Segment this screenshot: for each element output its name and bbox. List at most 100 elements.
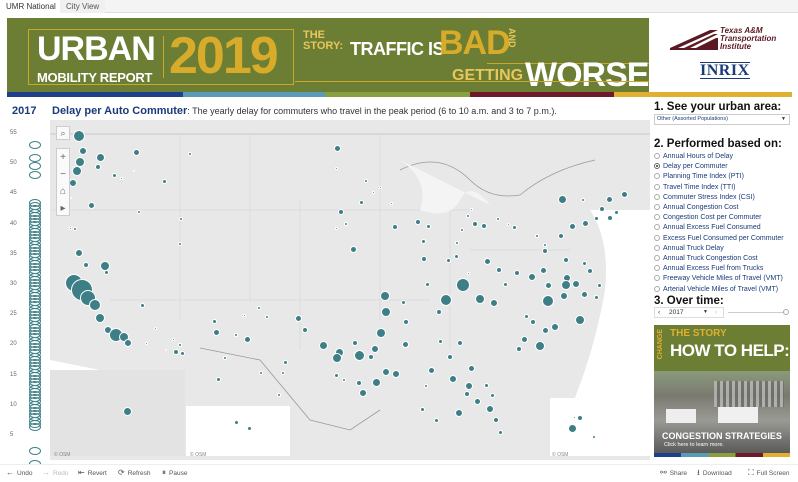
urban-area-marker[interactable] — [457, 340, 463, 346]
urban-area-marker[interactable] — [511, 224, 517, 230]
radio-unselected-icon[interactable] — [654, 193, 660, 200]
urban-area-marker[interactable] — [144, 341, 148, 345]
measure-option[interactable]: Travel Time Index (TTI) — [654, 183, 735, 193]
urban-area-marker[interactable] — [277, 393, 281, 397]
urban-area-marker[interactable] — [516, 346, 522, 352]
tab-umr-national[interactable]: UMR National — [0, 0, 63, 13]
urban-area-marker[interactable] — [338, 209, 344, 215]
pause-button[interactable]: ⏸ Pause — [162, 465, 187, 482]
home-button[interactable]: ⌂ — [59, 186, 67, 197]
next-year-button[interactable]: › — [715, 309, 718, 316]
urban-area-marker[interactable] — [392, 224, 398, 230]
urban-area-marker[interactable] — [496, 217, 500, 221]
urban-area-marker[interactable] — [541, 326, 549, 334]
urban-area-marker[interactable] — [514, 270, 520, 276]
urban-area-marker[interactable] — [233, 419, 239, 425]
urban-area-marker[interactable] — [539, 266, 547, 274]
urban-area-marker[interactable] — [403, 319, 409, 325]
measure-option[interactable]: Freeway Vehicle Miles of Travel (VMT) — [654, 274, 783, 284]
urban-area-marker[interactable] — [415, 219, 421, 225]
redo-button[interactable]: → Redo — [42, 465, 69, 482]
urban-area-marker[interactable] — [333, 372, 339, 378]
urban-area-marker[interactable] — [153, 326, 157, 330]
measure-option[interactable]: Annual Truck Delay — [654, 244, 724, 254]
radio-unselected-icon[interactable] — [654, 204, 660, 210]
urban-area-marker[interactable] — [179, 350, 185, 356]
urban-area-marker[interactable] — [371, 190, 375, 194]
urban-area-marker[interactable] — [73, 130, 85, 142]
urban-area-marker[interactable] — [302, 327, 308, 333]
urban-area-marker[interactable] — [584, 415, 586, 417]
urban-area-marker[interactable] — [535, 341, 545, 351]
urban-area-marker[interactable] — [581, 198, 585, 202]
urban-area-marker[interactable] — [95, 164, 101, 170]
radio-unselected-icon[interactable] — [654, 214, 660, 221]
urban-area-marker[interactable] — [481, 223, 487, 229]
urban-area-marker[interactable] — [122, 406, 132, 416]
measure-option[interactable]: Commuter Stress Index (CSI) — [654, 193, 755, 203]
measure-option[interactable]: Planning Time Index (PTI) — [654, 172, 744, 182]
year-selector[interactable]: ‹ 2017 ▼ › — [654, 307, 724, 318]
urban-area-marker[interactable] — [490, 299, 498, 307]
urban-area-legend-circle[interactable] — [29, 162, 41, 170]
urban-area-marker[interactable] — [466, 214, 470, 218]
pan-mode-button[interactable]: ▸ — [60, 203, 66, 214]
urban-area-marker[interactable] — [400, 299, 406, 305]
urban-area-marker[interactable] — [364, 179, 368, 183]
measure-option[interactable]: Annual Truck Congestion Cost — [654, 254, 758, 264]
urban-area-marker[interactable] — [392, 370, 400, 378]
urban-area-marker[interactable] — [132, 148, 140, 156]
urban-area-marker[interactable] — [599, 206, 605, 212]
urban-area-legend-circle[interactable] — [29, 447, 41, 455]
urban-area-marker[interactable] — [212, 328, 220, 336]
undo-button[interactable]: ← Undo — [6, 465, 33, 482]
urban-area-marker[interactable] — [246, 425, 252, 431]
urban-area-marker[interactable] — [265, 315, 269, 319]
radio-unselected-icon[interactable] — [654, 255, 660, 261]
urban-area-marker[interactable] — [211, 318, 217, 324]
urban-area-marker[interactable] — [587, 268, 593, 274]
urban-area-legend-circle[interactable] — [29, 141, 41, 149]
urban-area-marker[interactable] — [592, 435, 596, 439]
download-button[interactable]: ⭳ Download — [697, 465, 732, 482]
urban-area-marker[interactable] — [424, 281, 430, 287]
urban-area-marker[interactable] — [595, 432, 597, 434]
urban-area-marker[interactable] — [460, 228, 464, 232]
urban-area-marker[interactable] — [87, 201, 95, 209]
urban-area-marker[interactable] — [425, 223, 431, 229]
urban-area-marker[interactable] — [257, 306, 261, 310]
urban-area-marker[interactable] — [465, 382, 473, 390]
urban-area-marker[interactable] — [334, 166, 338, 170]
chevron-down-icon[interactable]: ▼ — [703, 309, 708, 315]
urban-area-marker[interactable] — [356, 380, 362, 386]
measure-option[interactable]: Annual Excess Fuel from Trucks — [654, 264, 763, 274]
urban-area-legend-circle[interactable] — [29, 171, 41, 179]
urban-area-marker[interactable] — [557, 194, 567, 204]
urban-area-marker[interactable] — [560, 292, 568, 300]
radio-unselected-icon[interactable] — [654, 234, 660, 241]
urban-area-marker[interactable] — [493, 417, 499, 423]
urban-area-marker[interactable] — [95, 152, 105, 162]
urban-area-marker[interactable] — [497, 429, 503, 435]
urban-area-marker[interactable] — [332, 353, 342, 363]
urban-area-marker[interactable] — [447, 354, 453, 360]
urban-area-marker[interactable] — [530, 319, 536, 325]
urban-area-marker[interactable] — [382, 368, 390, 376]
urban-area-marker[interactable] — [371, 345, 379, 353]
urban-area-marker[interactable] — [581, 260, 587, 266]
urban-area-marker[interactable] — [380, 291, 390, 301]
urban-area-marker[interactable] — [455, 409, 463, 417]
urban-area-marker[interactable] — [178, 242, 182, 246]
measure-option[interactable]: Annual Hours of Delay — [654, 152, 733, 162]
urban-area-marker[interactable] — [568, 222, 576, 230]
congestion-strategies-promo[interactable]: CHANGE THE STORY HOW TO HELP: CONGESTION… — [654, 325, 790, 457]
radio-unselected-icon[interactable] — [654, 285, 660, 292]
urban-area-marker[interactable] — [188, 152, 192, 156]
urban-area-marker[interactable] — [581, 219, 589, 227]
urban-area-marker[interactable] — [580, 290, 588, 298]
urban-area-marker[interactable] — [334, 226, 338, 230]
urban-area-marker[interactable] — [281, 371, 285, 375]
urban-area-marker[interactable] — [234, 333, 238, 337]
urban-area-marker[interactable] — [456, 278, 470, 292]
urban-area-marker[interactable] — [349, 245, 357, 253]
